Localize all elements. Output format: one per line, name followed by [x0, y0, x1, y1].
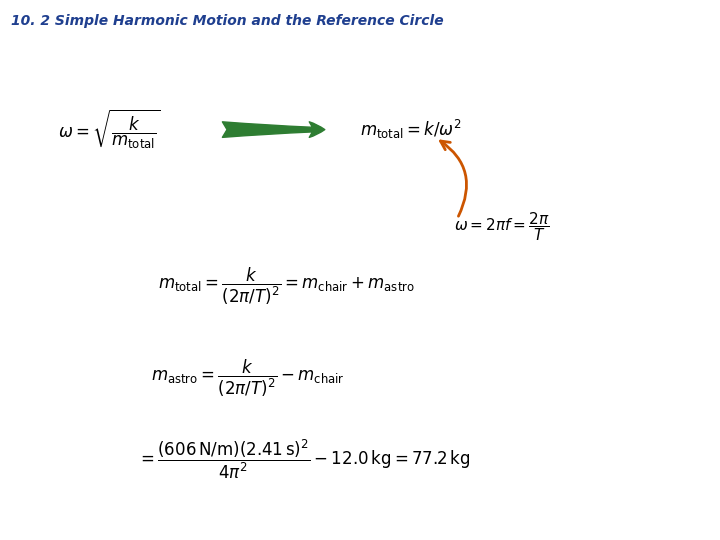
- Text: $m_{\rm total} = \dfrac{k}{(2\pi/T)^{2}} = m_{\rm chair} + m_{\rm astro}$: $m_{\rm total} = \dfrac{k}{(2\pi/T)^{2}}…: [158, 266, 415, 307]
- Text: $= \dfrac{(606\,{\rm N/m})(2.41\,{\rm s})^{2}}{4\pi^{2}} - 12.0\,{\rm kg} = 77.2: $= \dfrac{(606\,{\rm N/m})(2.41\,{\rm s}…: [137, 437, 470, 481]
- Text: $m_{\rm total} = k/\omega^{2}$: $m_{\rm total} = k/\omega^{2}$: [360, 118, 462, 141]
- Text: $\omega = 2\pi f = \dfrac{2\pi}{T}$: $\omega = 2\pi f = \dfrac{2\pi}{T}$: [454, 211, 549, 243]
- Text: $\omega = \sqrt{\dfrac{k}{m_{\rm total}}}$: $\omega = \sqrt{\dfrac{k}{m_{\rm total}}…: [58, 108, 161, 151]
- Text: 10. 2 Simple Harmonic Motion and the Reference Circle: 10. 2 Simple Harmonic Motion and the Ref…: [11, 14, 444, 28]
- Text: $m_{\rm astro} = \dfrac{k}{(2\pi/T)^{2}} - m_{\rm chair}$: $m_{\rm astro} = \dfrac{k}{(2\pi/T)^{2}}…: [151, 357, 345, 399]
